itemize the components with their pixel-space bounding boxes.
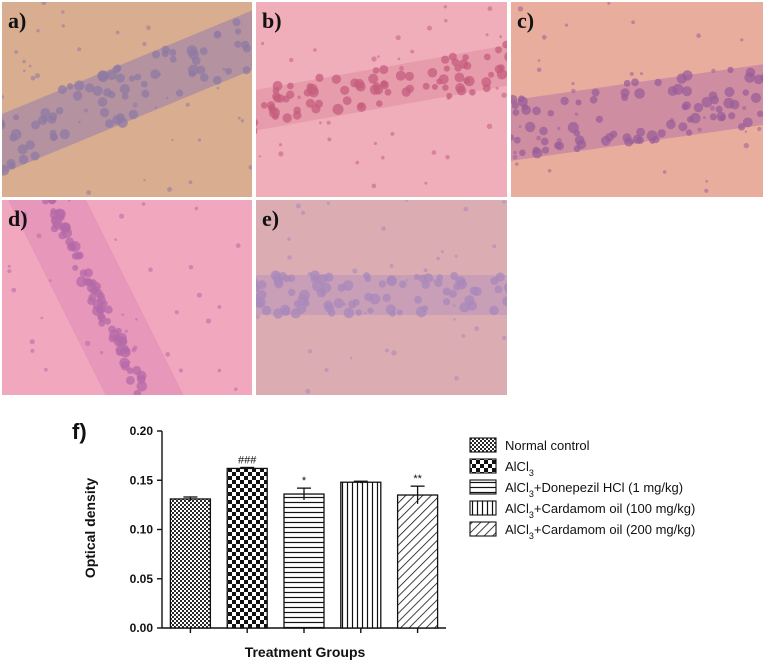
y-tick-label: 0.15 [130, 473, 154, 487]
y-ticks: 0.00 0.05 0.10 0.15 0.20 [130, 424, 162, 635]
legend-swatch [469, 521, 497, 537]
tissue-image [511, 2, 763, 197]
y-axis-label: Optical density [82, 478, 98, 579]
panel-label: a) [8, 8, 27, 33]
legend-swatch [469, 500, 497, 516]
y-tick-label: 0.05 [130, 572, 154, 586]
bar [226, 467, 268, 629]
significance-annotations: ###* ** [238, 454, 423, 487]
x-axis-label: Treatment Groups [245, 644, 366, 660]
tissue-image [256, 2, 507, 197]
micrograph-panel-c: c) [511, 2, 763, 197]
legend-swatch [469, 437, 497, 453]
legend-label: AlCl3+Cardamom oil (200 mg/kg) [505, 522, 695, 541]
chart-panel-label: f) [72, 419, 87, 444]
significance-mark: * [302, 475, 307, 487]
micrograph-panel-a: a) [2, 2, 252, 197]
tissue-image [2, 200, 252, 395]
significance-mark: ### [238, 454, 257, 466]
legend-label: AlCl3 [505, 459, 534, 478]
panel-label: c) [517, 8, 535, 33]
y-tick-label: 0.10 [130, 523, 154, 537]
legend-label: Normal control [505, 438, 590, 453]
legend-swatch [469, 479, 497, 495]
bar [169, 498, 212, 629]
legend-swatch [469, 458, 497, 474]
significance-mark: ** [413, 473, 422, 485]
bar [396, 494, 439, 629]
micrograph-panels: a) b) c) d) e) [2, 2, 763, 395]
optical-density-chart: f) Optical density Treatment Groups 0.00… [72, 419, 695, 660]
y-tick-label: 0.20 [130, 424, 154, 438]
micrograph-panel-b: b) [256, 2, 507, 197]
legend-label: AlCl3+Donepezil HCl (1 mg/kg) [505, 480, 683, 499]
bar [283, 493, 325, 629]
y-tick-label: 0.00 [130, 621, 154, 635]
bar [340, 481, 382, 629]
panel-label: b) [262, 8, 282, 33]
micrograph-panel-d: d) [2, 200, 252, 395]
tissue-image [2, 2, 252, 197]
micrograph-panel-e: e) [256, 200, 507, 395]
panel-label: e) [262, 206, 280, 231]
panel-label: d) [8, 206, 28, 231]
legend-label: AlCl3+Cardamom oil (100 mg/kg) [505, 501, 695, 520]
tissue-image [256, 200, 507, 395]
error-bars [183, 466, 425, 504]
legend: Normal control AlCl3 AlCl3+Donepezil HCl (… [469, 437, 695, 541]
